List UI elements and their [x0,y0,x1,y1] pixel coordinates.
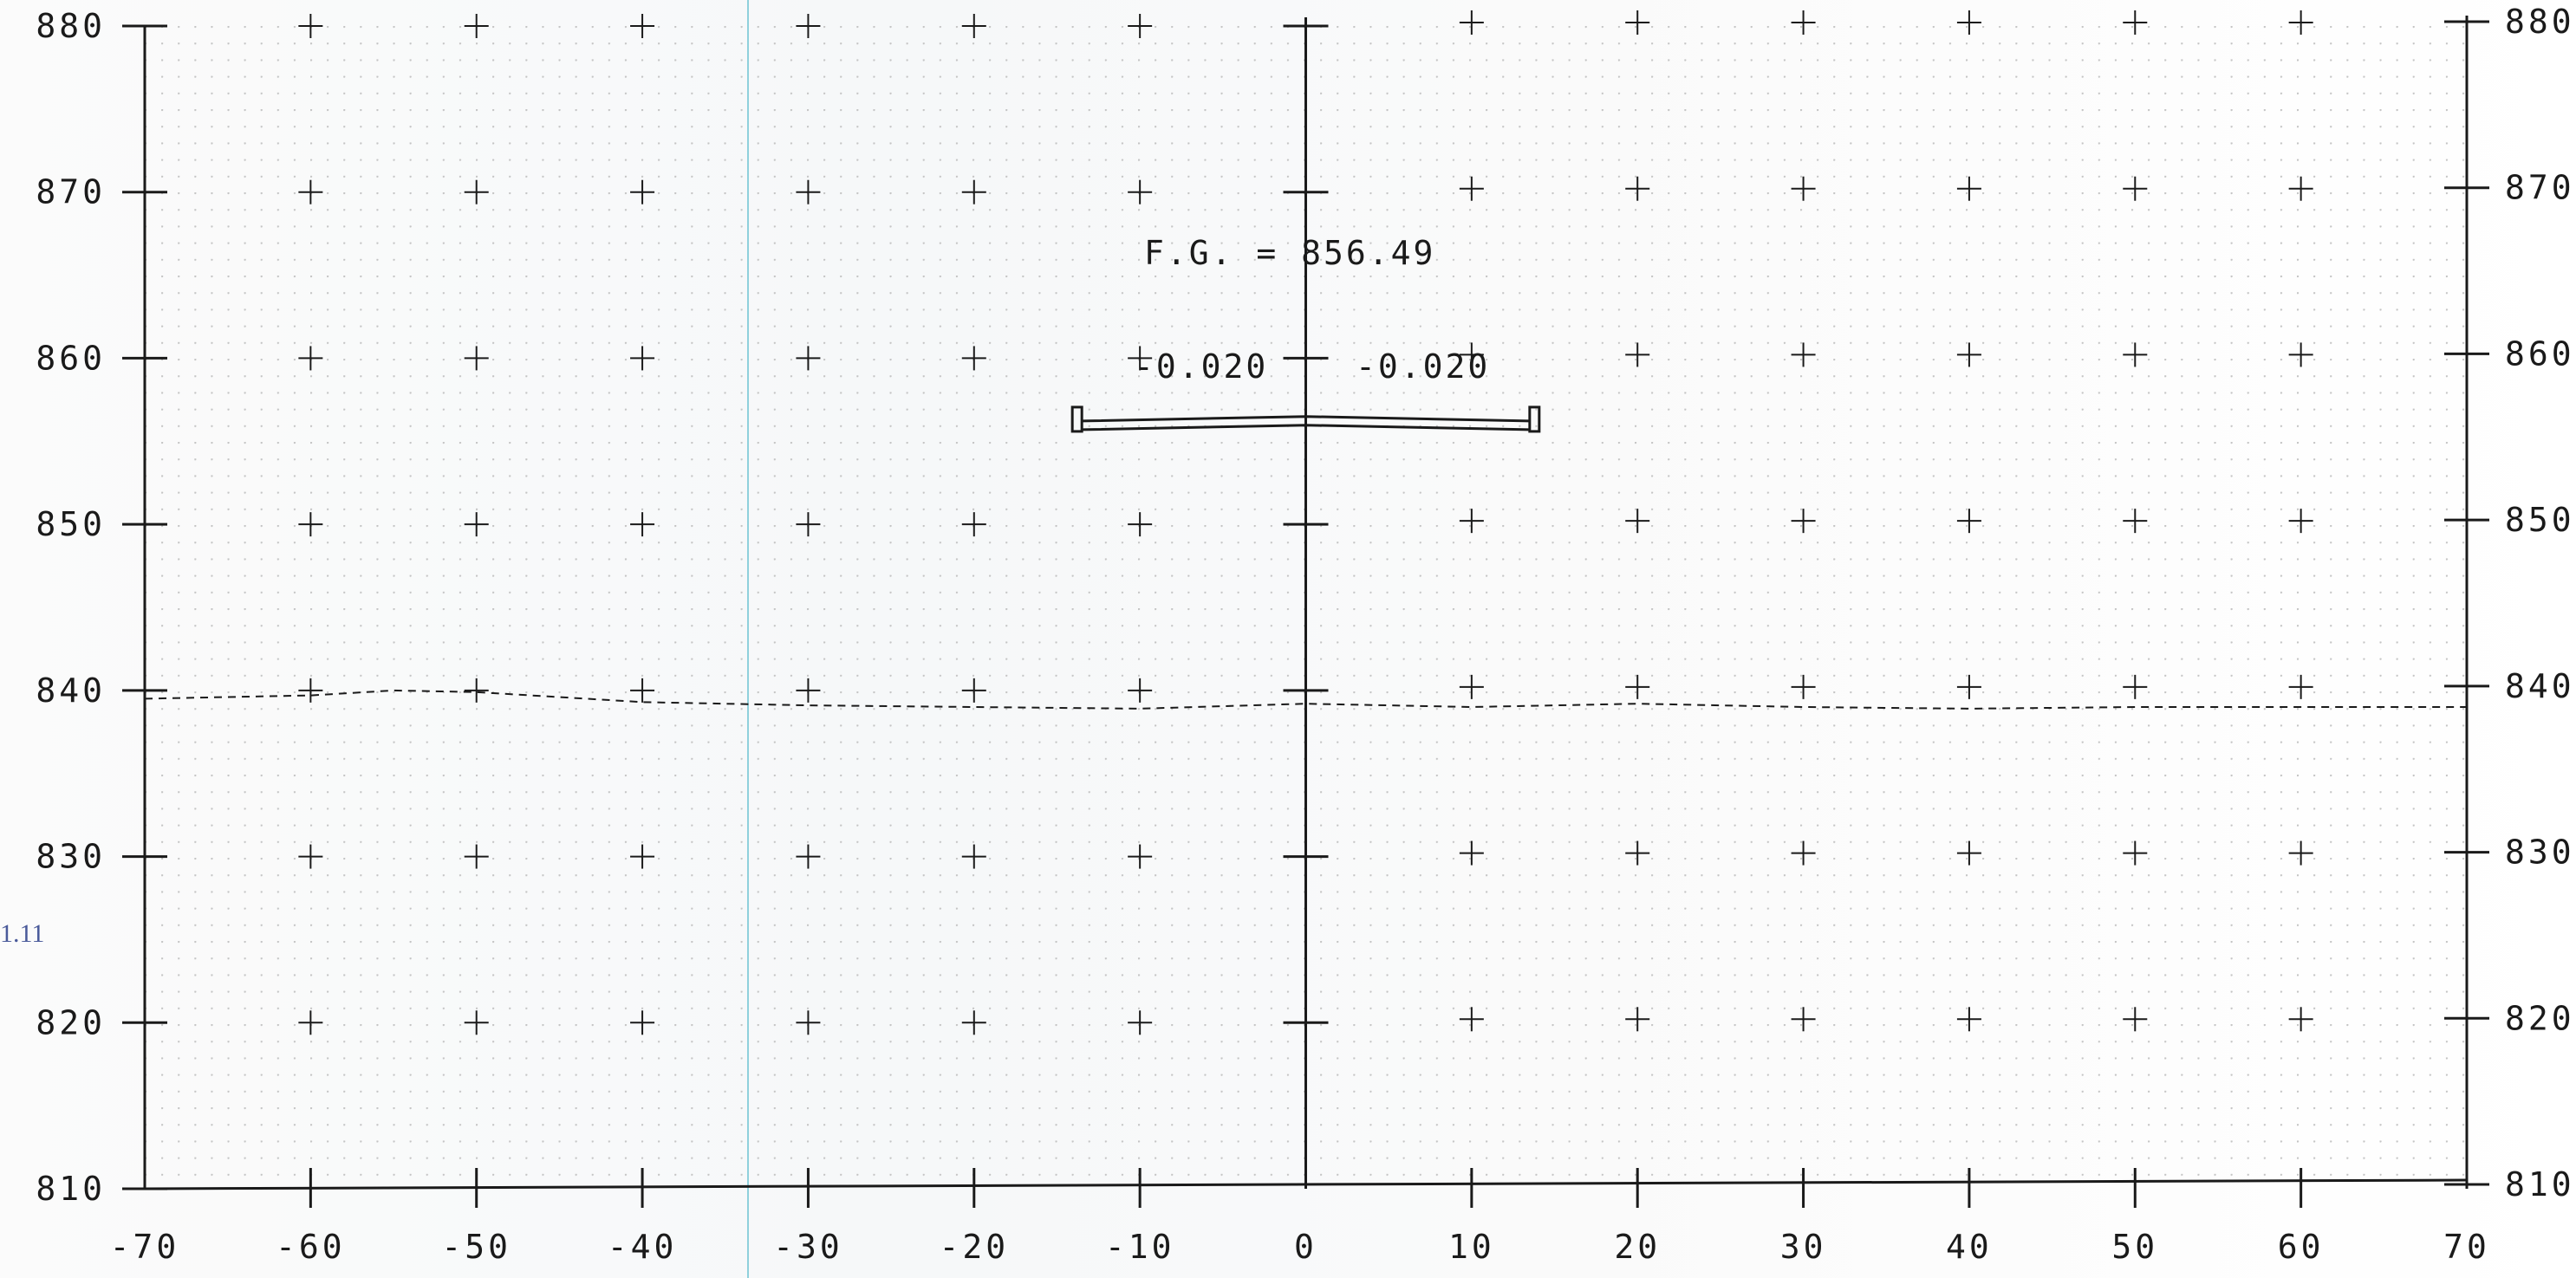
left-slope-label: -0.020 [1134,347,1268,386]
right-curb [1528,405,1541,433]
left-curb [1070,405,1083,433]
y-tick-label-left: 840 [36,671,106,710]
tick-marks [122,20,2489,1208]
pavement-bottom [1082,424,1530,431]
right-slope-label: -0.020 [1356,347,1490,386]
x-tick-label: -40 [608,1228,678,1266]
y-tick-label-right: 850 [2505,501,2575,539]
y-tick-label-left: 850 [36,505,106,543]
x-tick-label: -50 [441,1228,511,1266]
axes [143,16,2469,1190]
margin-note: 1.11 [0,919,44,948]
y-tick-label-right: 880 [2505,3,2575,41]
x-tick-label: -60 [276,1228,346,1266]
pavement-top [1082,415,1530,423]
x-tick-label: 10 [1448,1228,1495,1266]
y-tick-label-right: 860 [2505,334,2575,373]
x-tick-label: -30 [773,1228,843,1266]
y-tick-label-left: 820 [36,1003,106,1041]
road-template [1070,405,1541,433]
x-axis-labels: -70 -60 -50 -40 -30 -20 -10 0 10 20 30 40 50 60 70 [110,1228,2490,1266]
x-tick-label: 20 [1614,1228,1661,1266]
y-tick-label-left: 860 [36,339,106,377]
x-tick-label: 70 [2443,1228,2490,1266]
y-tick-label-right: 820 [2505,999,2575,1037]
x-tick-label: 30 [1780,1228,1827,1266]
x-tick-label: 60 [2278,1228,2325,1266]
x-tick-label: -10 [1105,1228,1175,1266]
x-tick-label: 50 [2111,1228,2158,1266]
y-axis-labels-right: 880 870 860 850 840 830 820 810 [2505,3,2575,1203]
y-axis-labels-left: 880 870 860 850 840 830 820 810 [36,7,106,1208]
x-tick-label: -20 [939,1228,1009,1266]
x-tick-label: 40 [1946,1228,1993,1266]
x-tick-label: 0 [1294,1228,1317,1266]
grid-crosses [298,10,2313,1035]
y-tick-label-left: 870 [36,173,106,211]
y-tick-label-left: 830 [36,838,106,876]
y-tick-label-right: 810 [2505,1165,2575,1203]
y-tick-label-left: 880 [36,7,106,45]
finished-grade-label: F.G. = 856.49 [1144,234,1435,272]
y-tick-label-right: 870 [2505,169,2575,207]
y-tick-label-left: 810 [36,1170,106,1208]
y-tick-label-right: 830 [2505,834,2575,872]
y-tick-label-right: 840 [2505,667,2575,705]
x-tick-label: -70 [110,1228,180,1266]
